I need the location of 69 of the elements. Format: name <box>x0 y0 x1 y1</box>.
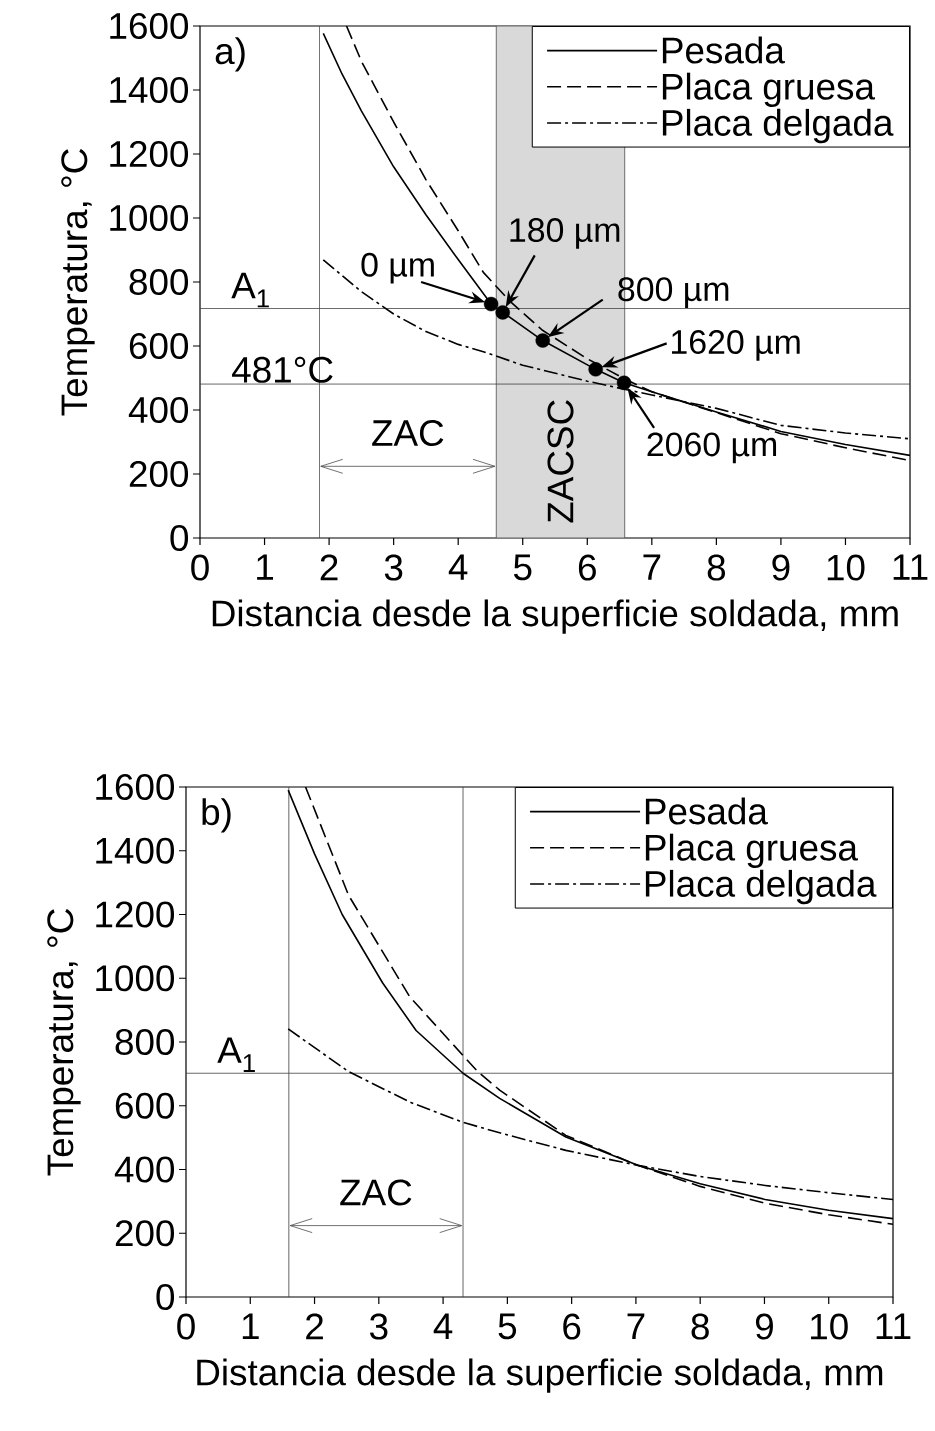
legend-label: Pesada <box>662 36 785 64</box>
x-tick-label: 5 <box>498 1313 517 1340</box>
y-tick-label: 600 <box>129 332 189 360</box>
annotation: ZAC <box>372 419 444 447</box>
ref-line-label: A$_{1}$ <box>217 1037 255 1073</box>
y-tick-label: 1400 <box>110 76 189 104</box>
annotation: a) <box>215 37 245 72</box>
x-tick-label: 5 <box>513 554 532 581</box>
legend-label: Pesada <box>645 797 768 825</box>
y-tick-label: 1400 <box>96 837 175 864</box>
y-axis-title: Temperatura, °C <box>61 149 95 416</box>
y-tick-label: 800 <box>115 1028 175 1056</box>
legend-label: Placa delgada <box>645 869 877 905</box>
annotation: 180 µm <box>510 218 620 249</box>
y-tick-label: 1200 <box>110 140 189 168</box>
x-tick-label: 0 <box>191 554 209 581</box>
y-tick-label: 800 <box>129 268 189 296</box>
x-tick-label: 8 <box>691 1313 709 1340</box>
x-tick-label: 2 <box>306 1313 323 1340</box>
x-axis-title: Distancia desde la superficie soldada, mm <box>197 1358 883 1393</box>
legend-label: Placa gruesa <box>662 72 875 108</box>
annotation: b) <box>202 798 231 833</box>
x-tick-label: 3 <box>369 1313 388 1340</box>
y-tick-label: 1000 <box>96 965 175 992</box>
x-tick-label: 9 <box>772 554 790 581</box>
band-label: ZACSC <box>547 400 574 523</box>
x-tick-label: 8 <box>707 554 726 581</box>
x-tick-label: 7 <box>627 1313 645 1339</box>
point <box>616 375 632 390</box>
y-tick-label: 0 <box>156 1283 175 1311</box>
legend-label: Placa delgada <box>662 108 894 144</box>
x-tick-label: 3 <box>384 554 403 581</box>
y-tick-label: 400 <box>128 396 189 424</box>
x-tick-label: 6 <box>563 1313 581 1340</box>
x-tick-label: 4 <box>433 1313 453 1339</box>
ref-line-label: A$_{1}$ <box>231 272 269 308</box>
annotation: 2060 µm <box>647 432 777 464</box>
legend-label: Placa gruesa <box>645 833 858 869</box>
point <box>483 296 499 312</box>
x-tick-label: 10 <box>827 554 865 581</box>
y-tick-label: 1000 <box>110 204 189 232</box>
x-tick-label: 6 <box>578 554 596 581</box>
y-tick-label: 1600 <box>96 773 175 801</box>
y-tick-label: 200 <box>115 1220 175 1247</box>
x-tick-label: 1 <box>257 554 273 580</box>
annotation: ZAC <box>340 1179 412 1206</box>
x-axis-title: Distancia desde la superficie soldada, mm <box>212 599 898 634</box>
x-tick-label: 11 <box>876 1313 911 1339</box>
y-tick-label: 600 <box>115 1092 175 1119</box>
ref-line-label: 481°C <box>232 356 333 383</box>
y-tick-label: 400 <box>114 1156 175 1183</box>
x-tick-label: 11 <box>893 554 928 580</box>
point <box>535 333 550 348</box>
y-tick-label: 0 <box>170 524 189 552</box>
x-tick-label: 4 <box>448 554 468 580</box>
x-tick-label: 10 <box>811 1313 848 1340</box>
y-axis-title: Temperatura, °C <box>47 909 81 1176</box>
annotation: 1620 µm <box>672 330 800 361</box>
y-tick-label: 1600 <box>110 12 189 40</box>
annotation: 800 µm <box>618 277 729 308</box>
x-tick-label: 1 <box>242 1313 259 1339</box>
point <box>495 305 510 320</box>
x-tick-label: 7 <box>643 554 661 580</box>
x-tick-label: 9 <box>755 1313 773 1340</box>
y-tick-label: 1200 <box>96 901 175 928</box>
y-tick-label: 200 <box>129 460 189 488</box>
annotation: 0 µm <box>361 252 434 284</box>
x-tick-label: 2 <box>320 554 338 581</box>
point <box>588 362 603 377</box>
